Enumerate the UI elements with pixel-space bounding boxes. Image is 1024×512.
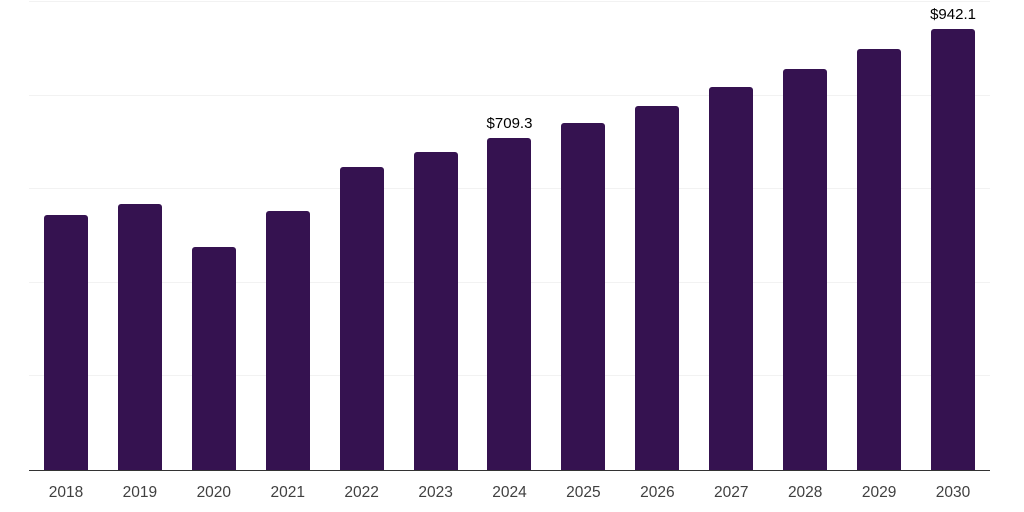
bar-2028[interactable] [783, 69, 828, 470]
x-tick-2028: 2028 [787, 484, 823, 501]
x-tick-2018: 2018 [48, 484, 84, 501]
bar-2025[interactable] [561, 122, 606, 470]
bar-slot-2029 [842, 2, 916, 470]
bar-slot-2021 [251, 2, 325, 470]
bar-2022[interactable] [339, 166, 384, 470]
bar-slot-2022 [325, 2, 399, 470]
bar-slot-2023 [399, 2, 473, 470]
bar-slot-2027 [694, 2, 768, 470]
x-tick-2026: 2026 [640, 484, 675, 501]
x-tick-2029: 2029 [861, 484, 897, 501]
bar-2027[interactable] [709, 87, 754, 470]
bar-slot-2030: $942.1 [916, 2, 990, 470]
bar-slot-2025 [546, 2, 620, 470]
bar-2020[interactable] [191, 247, 236, 470]
x-tick-2021: 2021 [270, 484, 305, 501]
bar-2023[interactable] [413, 151, 458, 470]
x-axis-line [29, 470, 990, 471]
bar-slot-2019 [103, 2, 177, 470]
bar-2030[interactable] [931, 29, 976, 470]
bar-2024[interactable] [487, 138, 532, 470]
x-tick-2019: 2019 [122, 484, 158, 501]
x-tick-2025: 2025 [566, 484, 601, 501]
bar-slot-2018 [29, 2, 103, 470]
bar-2021[interactable] [265, 210, 310, 470]
x-tick-2020: 2020 [196, 484, 232, 501]
bar-slot-2028 [768, 2, 842, 470]
x-tick-2022: 2022 [344, 484, 379, 501]
bar-2029[interactable] [857, 49, 902, 470]
value-label-2030: $942.1 [930, 6, 976, 24]
x-tick-2027: 2027 [714, 484, 749, 501]
value-label-2024: $709.3 [486, 115, 533, 133]
bar-slot-2026 [620, 2, 694, 470]
bar-slot-2024: $709.3 [473, 2, 547, 470]
x-tick-2024: 2024 [492, 484, 527, 501]
bar-slot-2020 [177, 2, 251, 470]
bar-2018[interactable] [43, 214, 88, 470]
x-axis-tick-labels: 2018 2019 2020 2021 2022 2023 2024 2025 2026 2027… [29, 484, 990, 501]
plot-area: $709.3 $942.1 [29, 1, 990, 471]
bar-2019[interactable] [117, 204, 162, 470]
x-tick-2030: 2030 [935, 484, 971, 501]
x-tick-2023: 2023 [418, 484, 453, 501]
bars-container: $709.3 $942.1 [29, 2, 990, 470]
bar-2026[interactable] [635, 105, 680, 470]
